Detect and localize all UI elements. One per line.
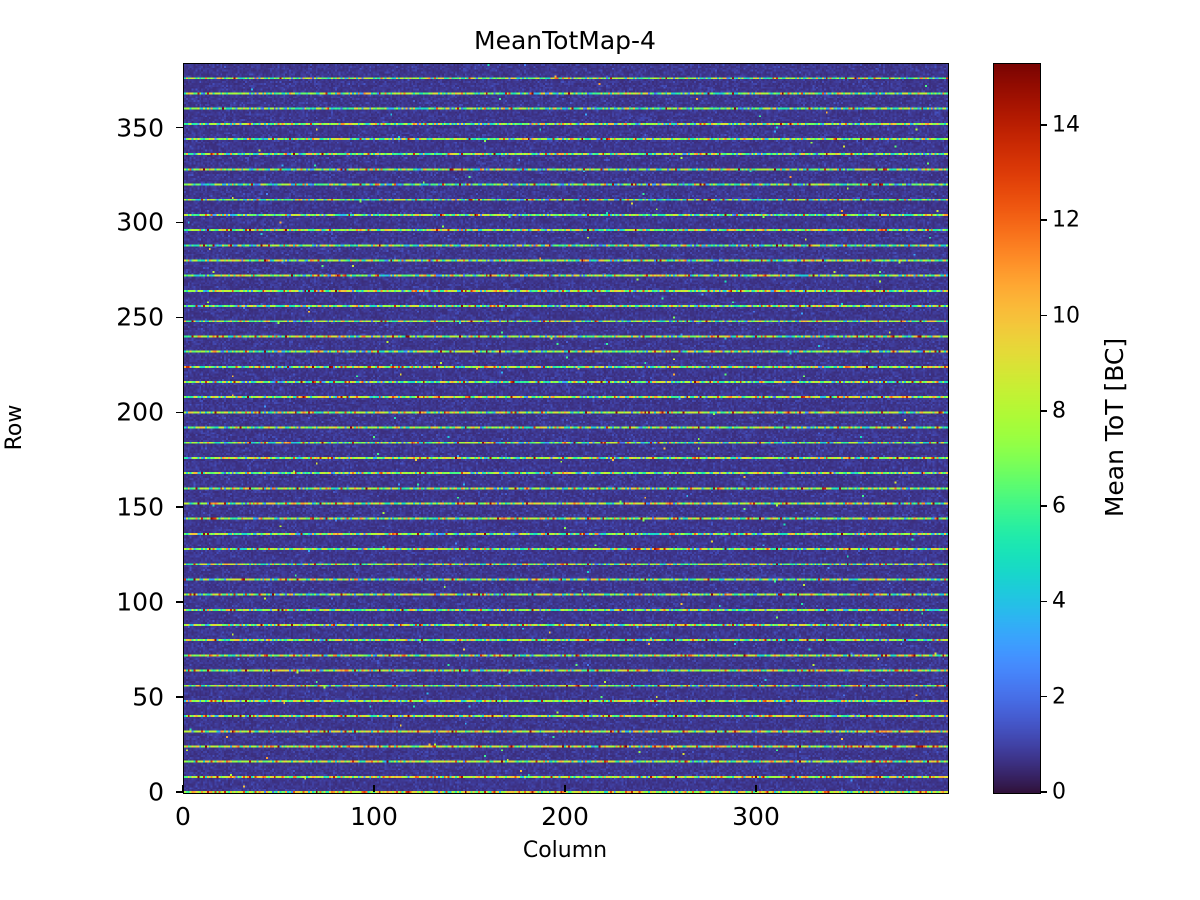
colorbar-tick-labels: 0 2 4 6 8 10 12 14 bbox=[1041, 63, 1101, 804]
colorbar-tick-label: 10 bbox=[1052, 303, 1080, 329]
colorbar-gradient bbox=[994, 64, 1040, 793]
y-axis-label: Row bbox=[2, 404, 27, 451]
colorbar-tick-label: 4 bbox=[1052, 588, 1066, 614]
y-tick-label: 150 bbox=[116, 492, 164, 522]
colorbar-tick-label: 0 bbox=[1052, 779, 1066, 805]
heatmap-axes[interactable] bbox=[183, 63, 949, 794]
y-tick-label: 250 bbox=[116, 302, 164, 332]
y-tick-mark bbox=[176, 601, 183, 603]
colorbar-tick-label: 6 bbox=[1052, 493, 1066, 519]
y-tick-label: 100 bbox=[116, 587, 164, 617]
x-tick-label: 200 bbox=[541, 802, 589, 831]
x-tick-label: 300 bbox=[732, 802, 780, 831]
colorbar-label: Mean ToT [BC] bbox=[1100, 337, 1129, 518]
colorbar-tick-label: 12 bbox=[1052, 207, 1080, 233]
y-tick-label: 350 bbox=[116, 113, 164, 143]
page-title: MeanTotMap-4 bbox=[474, 26, 656, 55]
heatmap-image bbox=[184, 64, 948, 793]
colorbar-tick-label: 8 bbox=[1052, 398, 1066, 424]
y-tick-mark bbox=[176, 221, 183, 224]
y-tick-mark bbox=[176, 126, 183, 129]
y-tick-mark bbox=[176, 411, 183, 414]
y-tick-mark bbox=[176, 506, 183, 509]
y-tick-label: 0 bbox=[148, 777, 164, 807]
y-tick-label: 50 bbox=[132, 682, 164, 712]
x-axis-tick-labels: 0 100 200 300 bbox=[175, 792, 947, 832]
y-axis-tick-labels: 0 50 100 150 200 250 300 350 bbox=[0, 63, 176, 806]
y-tick-label: 300 bbox=[116, 207, 164, 237]
y-tick-label: 200 bbox=[116, 397, 164, 427]
colorbar-tick-label: 2 bbox=[1052, 684, 1066, 710]
colorbar[interactable] bbox=[993, 63, 1041, 794]
y-tick-mark bbox=[176, 696, 183, 698]
x-axis-label: Column bbox=[522, 838, 608, 863]
y-tick-mark bbox=[176, 791, 183, 793]
colorbar-tick-label: 14 bbox=[1052, 112, 1080, 138]
x-tick-label: 100 bbox=[350, 802, 398, 831]
x-tick-label: 0 bbox=[175, 802, 191, 831]
y-tick-mark bbox=[176, 316, 183, 319]
